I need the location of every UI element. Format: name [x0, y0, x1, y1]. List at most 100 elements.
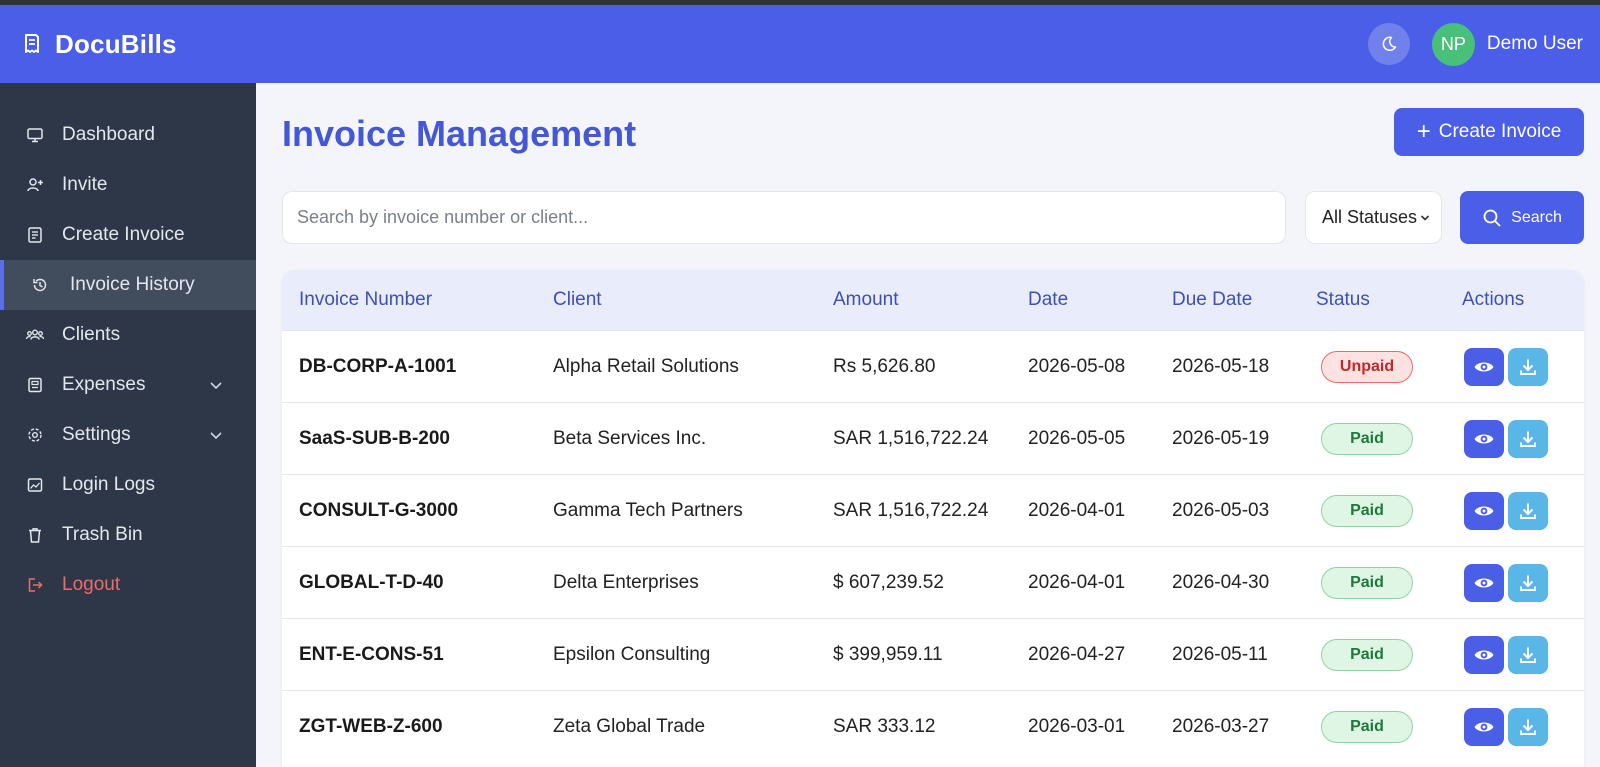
download-icon [1520, 503, 1536, 519]
invoice-due-date: 2026-05-19 [1172, 428, 1270, 449]
sidebar-item-label: Settings [62, 424, 131, 445]
view-button[interactable] [1464, 708, 1504, 746]
view-button[interactable] [1464, 636, 1504, 674]
sidebar-item-label: Invoice History [70, 274, 195, 295]
status-filter-select[interactable]: All Statuses [1305, 191, 1442, 244]
eye-icon [1474, 722, 1494, 732]
view-button[interactable] [1464, 564, 1504, 602]
invoice-date: 2026-03-01 [1028, 716, 1126, 737]
sidebar-item-settings[interactable]: Settings [0, 410, 256, 460]
plus-icon: + [1416, 118, 1431, 145]
download-button[interactable] [1508, 492, 1548, 530]
invoice-due-date: 2026-05-03 [1172, 500, 1270, 521]
sidebar-item-invite[interactable]: Invite [0, 160, 256, 210]
sidebar-item-label: Expenses [62, 374, 146, 395]
invoice-number[interactable]: GLOBAL-T-D-40 [299, 572, 444, 593]
invoice-number[interactable]: ENT-E-CONS-51 [299, 644, 444, 665]
user-name[interactable]: Demo User [1486, 33, 1583, 54]
search-input[interactable] [282, 191, 1286, 244]
invoice-number[interactable]: SaaS-SUB-B-200 [299, 428, 450, 449]
trash-icon [25, 525, 45, 545]
users-icon [25, 325, 45, 345]
sidebar: Dashboard Invite Create Invoice Invoice … [0, 83, 256, 767]
eye-icon [1474, 650, 1494, 660]
sidebar-item-label: Trash Bin [62, 524, 143, 545]
table-row: CONSULT-G-3000 Gamma Tech Partners SAR 1… [282, 474, 1584, 546]
sidebar-item-invoice-history[interactable]: Invoice History [0, 260, 256, 310]
sidebar-item-login-logs[interactable]: Login Logs [0, 460, 256, 510]
create-invoice-label: Create Invoice [1438, 121, 1562, 142]
sidebar-item-clients[interactable]: Clients [0, 310, 256, 360]
chevron-down-icon[interactable] [208, 427, 224, 443]
sidebar-item-dashboard[interactable]: Dashboard [0, 110, 256, 160]
table-row: ENT-E-CONS-51 Epsilon Consulting $ 399,9… [282, 618, 1584, 690]
invoice-date: 2026-05-05 [1028, 428, 1126, 449]
sidebar-item-trash-bin[interactable]: Trash Bin [0, 510, 256, 560]
column-header-actions: Actions [1462, 289, 1525, 310]
column-header-date: Date [1028, 289, 1069, 310]
page-title: Invoice Management [282, 113, 637, 154]
history-icon [30, 275, 50, 295]
download-button[interactable] [1508, 564, 1548, 602]
document-icon [25, 34, 39, 53]
invoice-amount: SAR 1,516,722.24 [833, 428, 989, 449]
sidebar-item-logout[interactable]: Logout [0, 560, 256, 610]
status-badge: Unpaid [1321, 351, 1413, 383]
view-button[interactable] [1464, 348, 1504, 386]
sidebar-item-label: Create Invoice [62, 224, 185, 245]
status-filter-value: All Statuses [1322, 207, 1418, 227]
download-button[interactable] [1508, 348, 1548, 386]
create-invoice-button[interactable]: + Create Invoice [1394, 108, 1584, 156]
table-row: GLOBAL-T-D-40 Delta Enterprises $ 607,23… [282, 546, 1584, 618]
invoice-number[interactable]: CONSULT-G-3000 [299, 500, 459, 521]
invoice-date: 2026-05-08 [1028, 356, 1126, 377]
sidebar-item-label: Clients [62, 324, 121, 345]
receipt-icon [25, 375, 45, 395]
sidebar-item-create-invoice[interactable]: Create Invoice [0, 210, 256, 260]
download-icon [1520, 431, 1536, 447]
sidebar-item-expenses[interactable]: Expenses [0, 360, 256, 410]
top-header: DocuBills NP Demo User [0, 5, 1600, 83]
invoice-table: Invoice Number Client Amount Date Due Da… [282, 270, 1584, 767]
view-button[interactable] [1464, 420, 1504, 458]
status-badge: Paid [1321, 711, 1413, 743]
eye-icon [1474, 434, 1494, 444]
table-row: DB-CORP-A-1001 Alpha Retail Solutions Rs… [282, 330, 1584, 402]
table-row: SaaS-SUB-B-200 Beta Services Inc. SAR 1,… [282, 402, 1584, 474]
status-badge: Paid [1321, 567, 1413, 599]
status-badge: Paid [1321, 495, 1413, 527]
invoice-due-date: 2026-05-11 [1172, 644, 1268, 665]
monitor-icon [25, 125, 45, 145]
invoice-due-date: 2026-04-30 [1172, 572, 1270, 593]
download-button[interactable] [1508, 708, 1548, 746]
brand[interactable]: DocuBills [23, 29, 177, 60]
invoice-date: 2026-04-01 [1028, 500, 1126, 521]
column-header-invoice-number: Invoice Number [299, 289, 433, 310]
client-name: Zeta Global Trade [553, 716, 706, 737]
invoice-number[interactable]: DB-CORP-A-1001 [299, 356, 457, 377]
window-top-strip [0, 0, 1600, 5]
moon-icon [1382, 36, 1397, 52]
view-button[interactable] [1464, 492, 1504, 530]
main-content: Invoice Management + Create Invoice All … [256, 83, 1600, 767]
client-name: Epsilon Consulting [553, 644, 711, 665]
invoice-amount: SAR 333.12 [833, 716, 936, 737]
theme-toggle-button[interactable] [1367, 23, 1410, 65]
sidebar-item-label: Login Logs [62, 474, 155, 495]
download-icon [1520, 719, 1536, 735]
table-row: ZGT-WEB-Z-600 Zeta Global Trade SAR 333.… [282, 690, 1584, 762]
gear-icon [25, 425, 45, 445]
download-icon [1520, 359, 1536, 375]
search-button[interactable]: Search [1460, 191, 1584, 244]
avatar[interactable]: NP [1431, 22, 1475, 66]
download-button[interactable] [1508, 636, 1548, 674]
sidebar-item-label: Dashboard [62, 124, 155, 145]
search-button-label: Search [1511, 208, 1562, 226]
document-edit-icon [25, 225, 45, 245]
download-button[interactable] [1508, 420, 1548, 458]
chevron-down-icon [1420, 215, 1430, 221]
eye-icon [1474, 578, 1494, 588]
chevron-down-icon[interactable] [208, 377, 224, 393]
image-log-icon [25, 475, 45, 495]
invoice-number[interactable]: ZGT-WEB-Z-600 [299, 716, 443, 737]
